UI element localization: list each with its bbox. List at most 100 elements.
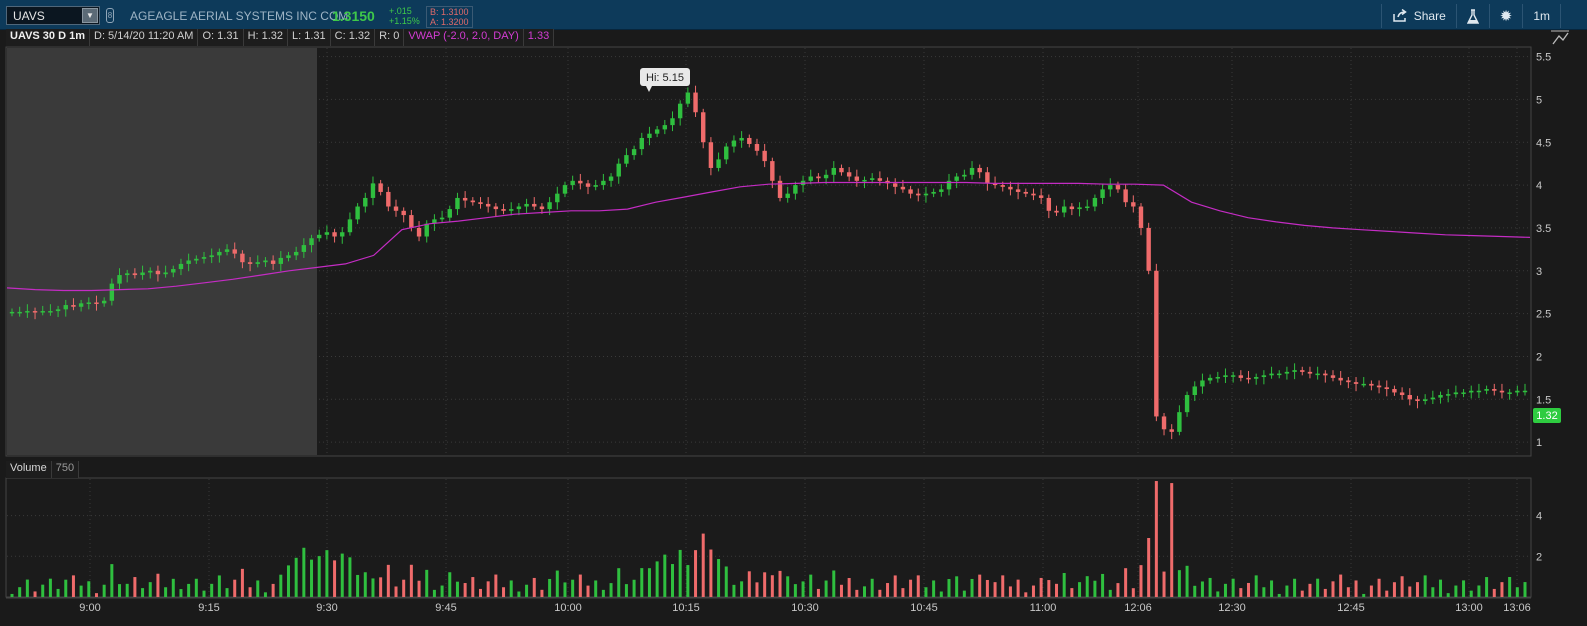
volume-bar [240,568,244,597]
volume-bar [993,582,997,597]
candle-body [823,174,829,179]
candle-body [1161,416,1167,430]
candle-body [63,305,68,310]
candle-body [1054,210,1059,213]
candle-body [301,245,307,252]
volume-bar [863,586,867,597]
candle-body [1361,383,1366,386]
candle-body [501,209,506,211]
high-label: Hi: 5.15 [646,72,684,84]
share-button[interactable]: Share [1382,4,1456,28]
last-price-tag: 1.32 [1533,408,1561,423]
volume-bar [486,581,490,597]
candles [9,85,1528,440]
symbol-input[interactable]: UAVS [13,8,45,23]
candle-body [532,203,537,207]
volume-bar [25,579,29,597]
volume-bar [578,574,582,597]
candle-body [270,260,276,264]
volume-bar [793,584,797,597]
volume-bar [1323,588,1327,597]
volume-bar [532,577,536,597]
candle-body [1515,390,1520,393]
volume-bar [1031,585,1035,597]
candle-body [40,311,45,313]
volume-bar [1500,582,1504,597]
chevron-down-icon[interactable]: ▼ [82,8,98,23]
candle-body [754,143,760,151]
candle-body [186,260,191,264]
volume-bar [747,571,751,597]
volume-bar [18,587,22,597]
volume-bar [194,578,198,597]
candle-body [424,223,429,237]
candle-body [593,185,598,187]
candle-body [908,189,913,194]
candle-body [1184,395,1190,413]
volume-bar [94,593,98,597]
link-icon[interactable]: 8 [106,8,114,23]
candle-body [969,167,975,175]
volume-bar [71,575,75,597]
volume-bar [978,574,982,597]
volume-bar [878,589,882,597]
volume-bar [1139,565,1143,597]
volume-bar [1270,580,1274,597]
volume-bar [517,591,521,597]
studies-button[interactable] [1457,4,1489,28]
candle-body [1461,392,1466,394]
volume-bar [110,564,114,597]
candle-body [386,191,391,207]
volume-bar [670,564,674,597]
candle-body [846,172,852,177]
volume-bar [624,584,628,597]
time-axis[interactable]: 9:00 9:15 9:30 9:45 10:00 10:15 10:30 10:45 11:0… [79,602,1530,614]
volume-bar [571,579,575,597]
candle-body [1192,386,1197,396]
candle-body [309,238,314,246]
volume-bar [1362,593,1366,597]
volume-bar [1162,571,1166,597]
volume-bar [1231,578,1235,597]
vwap-study-label[interactable]: VWAP (-2.0, 2.0, DAY) [404,29,524,46]
candle-body [439,217,445,220]
chart-title[interactable]: UAVS 30 D 1m [6,29,90,46]
price-tick: 1.5 [1536,394,1551,406]
volume-bar [686,565,690,597]
candle-body [485,203,491,207]
aggregation-button[interactable]: 1m [1523,4,1560,28]
time-tick: 10:15 [672,602,700,614]
candle-body [601,180,606,186]
candle-body [1284,371,1290,374]
volume-bar [1085,576,1089,597]
drawing-tool-icon[interactable] [1551,30,1569,46]
symbol-selector[interactable]: UAVS ▼ [6,6,100,25]
volume-bar [509,580,513,597]
candle-body [1399,392,1405,396]
top-toolbar: UAVS ▼ 8 AGEAGLE AERIAL SYSTEMS INC COM … [0,0,1587,30]
candle-body [1246,377,1251,380]
candle-body [1376,385,1382,388]
candle-body [1507,392,1512,394]
volume-bar [356,574,360,597]
candle-body [716,159,721,168]
candle-body [677,103,683,119]
volume-bar [1415,582,1419,597]
candle-body [1323,373,1328,376]
volume-axis: 42 [1536,511,1542,564]
settings-button[interactable]: ✹ [1490,4,1523,28]
price-axis[interactable]: 5.5 5 4.5 4 3.5 3 2.5 2 1.5 1 [1536,52,1551,450]
candle-body [1046,197,1052,211]
volume-bar [778,570,782,597]
candle-body [171,269,176,273]
volume-bar [1147,538,1151,597]
candle-body [954,176,959,181]
volume-bar [125,583,129,597]
candle-body [278,257,284,264]
volume-bar [939,591,943,597]
volume-bar [1346,587,1350,597]
candle-body [1292,370,1297,372]
volume-bar [310,559,314,597]
volume-label[interactable]: Volume [6,461,52,478]
